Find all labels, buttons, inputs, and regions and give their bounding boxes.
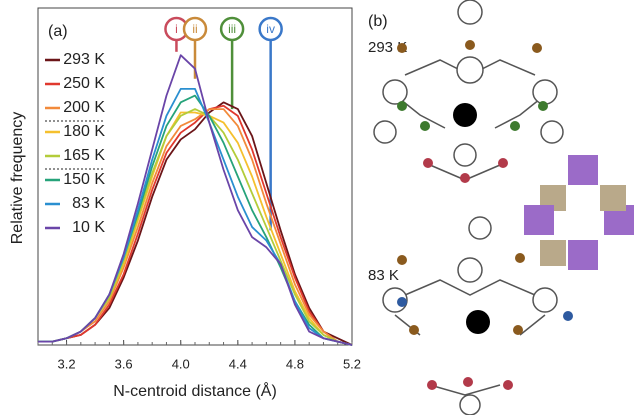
atom — [532, 287, 558, 313]
atom — [397, 43, 407, 53]
x-tick-label: 4.0 — [172, 356, 190, 371]
atom — [468, 216, 492, 240]
atom — [515, 253, 525, 263]
panel-label: (a) — [48, 23, 68, 40]
atom — [460, 173, 470, 183]
x-tick-label: 5.2 — [343, 356, 361, 371]
atom — [498, 158, 508, 168]
cation — [453, 103, 477, 127]
marker-circle — [258, 16, 283, 42]
atom — [382, 79, 408, 105]
atom — [409, 325, 419, 335]
atom — [423, 158, 433, 168]
marker-label: iii — [228, 22, 236, 36]
atom — [420, 121, 430, 131]
atom — [503, 380, 513, 390]
atom — [397, 101, 407, 111]
atom — [457, 0, 483, 25]
atom — [456, 56, 484, 84]
x-tick-label: 4.4 — [229, 356, 247, 371]
series-line — [38, 104, 353, 346]
polyhedron — [524, 205, 554, 235]
panel-b: (b) 293 K 83 K — [368, 0, 634, 415]
atom — [457, 257, 483, 283]
polyhedron — [568, 155, 598, 185]
atom — [453, 143, 477, 167]
legend-label: 293 K — [63, 51, 105, 68]
panel-label: (b) — [368, 13, 388, 30]
atom — [373, 120, 397, 144]
atom — [540, 120, 564, 144]
cation — [466, 310, 490, 334]
x-tick-label: 3.2 — [58, 356, 76, 371]
atom — [397, 255, 407, 265]
atom — [563, 311, 573, 321]
legend-label: 10 K — [72, 219, 105, 236]
polyhedron — [568, 240, 598, 270]
atom — [465, 40, 475, 50]
legend-label: 180 K — [63, 123, 105, 140]
polyhedron — [600, 185, 626, 211]
atom — [427, 380, 437, 390]
atom — [397, 297, 407, 307]
temperature-label: 293 K — [368, 39, 407, 56]
legend-label: 83 K — [72, 195, 105, 212]
series-line — [38, 54, 353, 346]
series-line — [38, 108, 353, 346]
marker-label: iv — [266, 22, 275, 36]
legend-label: 165 K — [63, 147, 105, 164]
x-tick-label: 3.6 — [115, 356, 133, 371]
legend-label: 200 K — [63, 99, 105, 116]
polyhedron — [540, 240, 566, 266]
legend-label: 150 K — [63, 171, 105, 188]
atom — [510, 121, 520, 131]
atom — [538, 101, 548, 111]
legend-label: 250 K — [63, 75, 105, 92]
marker-label: i — [175, 22, 178, 36]
atom — [463, 377, 473, 387]
atom — [532, 43, 542, 53]
marker-circle — [219, 16, 245, 42]
atom — [513, 325, 523, 335]
y-axis-label: Relative frequency — [9, 112, 26, 245]
temperature-label: 83 K — [368, 267, 399, 284]
atom — [532, 79, 558, 105]
marker-circle — [182, 16, 208, 42]
x-axis-label: N-centroid distance (Å) — [113, 381, 277, 400]
marker-label: ii — [192, 22, 197, 36]
atom — [459, 394, 481, 415]
x-tick-label: 4.8 — [286, 356, 304, 371]
